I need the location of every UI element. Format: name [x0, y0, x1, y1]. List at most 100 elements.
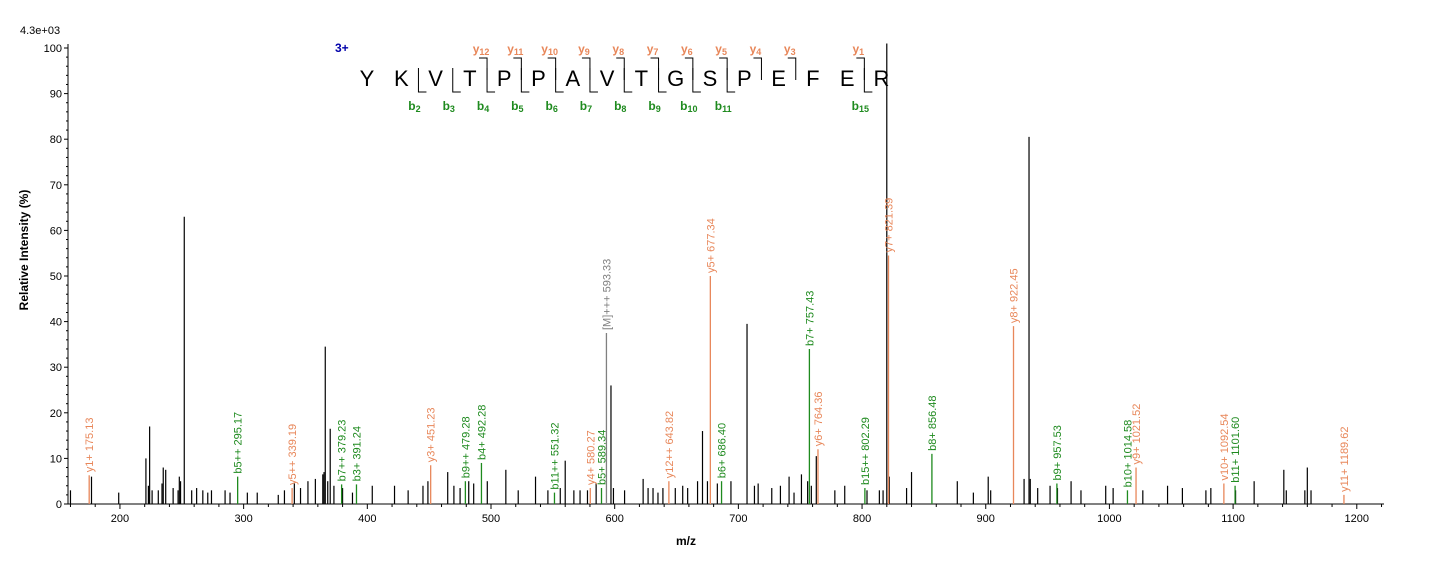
y-tick-label-30: 30 — [50, 362, 62, 374]
y-tick-label-20: 20 — [50, 408, 62, 420]
b-ion-bracket — [452, 68, 461, 93]
peak-label: b7++ 379.23 — [337, 420, 349, 482]
peak-label: b9+ 957.53 — [1052, 425, 1064, 480]
b-ion-bracket — [658, 68, 667, 93]
peak-label: y4+ 580.27 — [585, 430, 597, 485]
y-ion-bracket — [479, 57, 488, 80]
b-ion-index: 8 — [621, 104, 626, 114]
peak-label: b5+ 589.34 — [596, 430, 608, 485]
b-ion-label: b5 — [511, 99, 523, 114]
residue: V — [428, 66, 443, 91]
b-ion-index: 9 — [656, 104, 661, 114]
peak-label: y5+ 677.34 — [705, 218, 717, 273]
y-tick-label-70: 70 — [50, 180, 62, 192]
y-tick-label-80: 80 — [50, 134, 62, 146]
residue: E — [840, 66, 855, 91]
residue: P — [497, 66, 512, 91]
x-tick-label-600: 600 — [606, 513, 624, 525]
y-ion-bracket — [513, 57, 522, 80]
x-tick-label-400: 400 — [358, 513, 376, 525]
residue: T — [463, 66, 476, 91]
residue: A — [565, 66, 580, 91]
b-ion-label: b10 — [680, 99, 697, 114]
b-ion-bracket — [520, 68, 530, 93]
y-ion-index: 1 — [859, 47, 864, 57]
y-ion-label: y3 — [784, 42, 796, 57]
y-ion-label: y6 — [681, 42, 693, 57]
y-ion-index: 3 — [791, 47, 796, 57]
y-ion-index: 9 — [585, 47, 590, 57]
peak-label: b7+ 757.43 — [804, 291, 816, 346]
y-tick-label-0: 0 — [56, 499, 62, 511]
y-ion-label: y1 — [852, 42, 864, 57]
y-ion-label: y8 — [612, 42, 624, 57]
residue: V — [600, 66, 615, 91]
y-tick-label-100: 100 — [44, 43, 62, 55]
peak-label: y9+ 1021.52 — [1131, 404, 1143, 465]
y-ion-label: y9 — [578, 42, 590, 57]
b-ion-label: b15 — [852, 99, 869, 114]
peak-label: y7+ 821.39 — [884, 198, 896, 253]
residue: T — [635, 66, 648, 91]
y-ion-label: y4 — [750, 42, 762, 57]
y-ion-index: 6 — [688, 47, 693, 57]
y-ion-label: y11 — [507, 42, 523, 57]
max-intensity-label: 4.3e+03 — [20, 25, 60, 37]
axes: 0 10 20 30 40 50 60 70 80 90 100 200 300 400 500 600 700… — [44, 43, 1384, 525]
b-ion-index: 3 — [450, 104, 455, 114]
y-axis-label: Relative Intensity (%) — [17, 190, 31, 311]
x-tick-label-1200: 1200 — [1345, 513, 1369, 525]
b-ion-index: 11 — [722, 104, 732, 114]
residue: Y — [360, 66, 375, 91]
b-ion-bracket — [589, 68, 598, 93]
y-ion-index: 11 — [514, 47, 524, 57]
y-ion-label: y5 — [715, 42, 727, 57]
peak-label: y11+ 1189.62 — [1339, 427, 1351, 492]
peak-label: y5++ 339.19 — [287, 424, 299, 485]
x-tick-label-1100: 1100 — [1221, 513, 1245, 525]
x-tick-label-500: 500 — [482, 513, 500, 525]
peak-label: y3+ 451.23 — [426, 407, 438, 462]
peak-label: b10+ 1014.58 — [1122, 420, 1134, 488]
residue: G — [667, 66, 684, 91]
y-ion-bracket — [650, 57, 660, 80]
y-ion-index: 4 — [756, 47, 761, 57]
y-ion-index: 12 — [479, 47, 489, 57]
x-tick-label-700: 700 — [729, 513, 747, 525]
y-tick-label-50: 50 — [50, 271, 62, 283]
b-ion-index: 15 — [859, 104, 869, 114]
b-ion-bracket — [417, 68, 427, 93]
peak-label: y12++ 643.82 — [664, 411, 676, 478]
y-ion-index: 7 — [653, 47, 658, 57]
b-ion-index: 5 — [519, 104, 524, 114]
b-ion-bracket — [692, 68, 701, 93]
peak-label: v10+ 1092.54 — [1219, 413, 1231, 480]
b-ion-bracket — [726, 68, 736, 93]
peak-label: b3+ 391.24 — [351, 426, 363, 481]
y-ion-bracket — [719, 57, 728, 80]
residue: S — [703, 66, 718, 91]
b-ion-index: 2 — [416, 104, 421, 114]
residue: K — [394, 66, 409, 91]
peak-label: b15++ 802.29 — [860, 417, 872, 485]
b-ion-label: b8 — [614, 99, 626, 114]
b-ion-label: b2 — [408, 99, 420, 114]
peak-label: y1+ 175.13 — [84, 418, 96, 473]
charge-state: 3+ — [335, 41, 349, 55]
b-ion-label: b3 — [443, 99, 455, 114]
peak-label: b11+ 1101.60 — [1230, 417, 1242, 483]
peak-label: b6+ 686.40 — [717, 423, 729, 478]
peak-label: y6+ 764.36 — [813, 392, 825, 447]
residue: E — [771, 66, 786, 91]
peak-label: y8+ 922.45 — [1009, 268, 1021, 323]
peak-label: [M]+++ 593.33 — [601, 259, 613, 330]
y-tick-label-40: 40 — [50, 317, 62, 329]
residue: P — [531, 66, 546, 91]
y-ion-bracket — [684, 57, 694, 80]
y-ion-label: y12 — [473, 42, 490, 57]
b-ion-bracket — [863, 68, 873, 93]
y-ion-bracket — [616, 57, 625, 80]
residue: P — [737, 66, 752, 91]
y-ion-bracket — [547, 57, 557, 80]
